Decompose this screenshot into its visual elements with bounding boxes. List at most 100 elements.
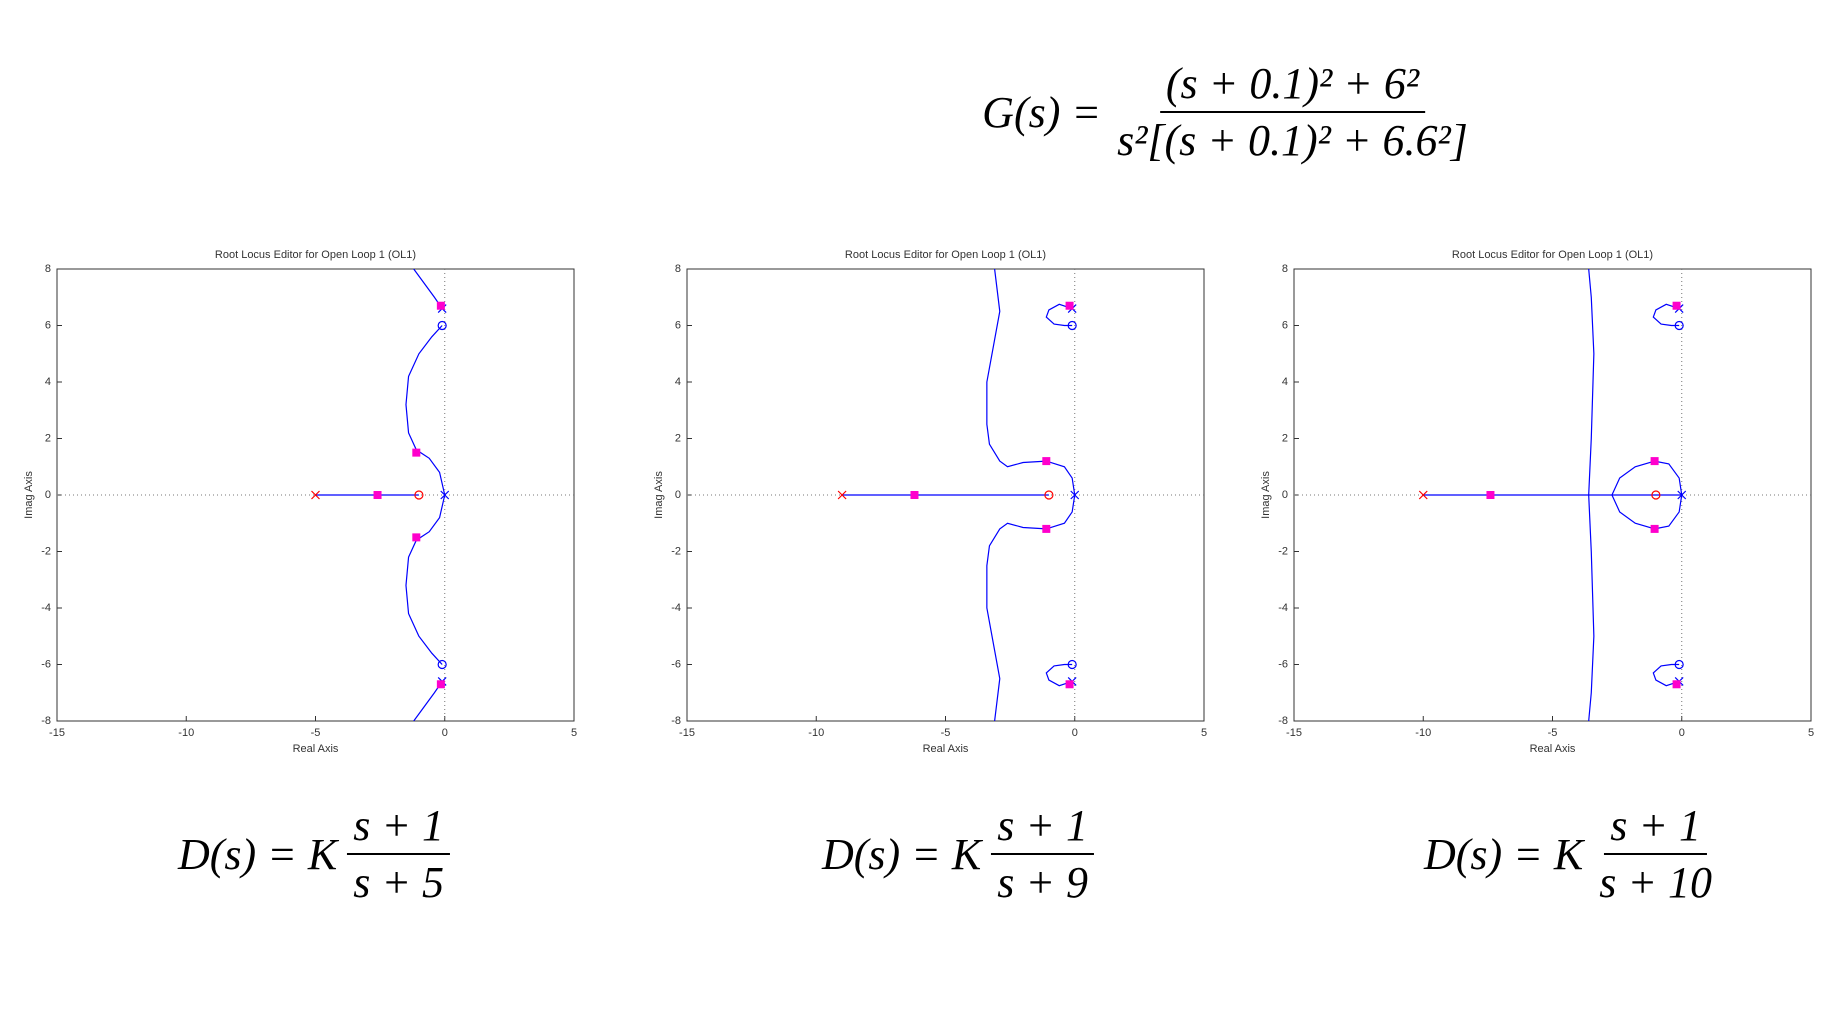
y-tick-label: 0 xyxy=(675,489,681,501)
fraction: s + 1 s + 10 xyxy=(1593,800,1718,908)
compensator-equation: D(s) = K s + 1 s + 10 xyxy=(1424,800,1718,908)
x-tick-label: -15 xyxy=(679,727,695,739)
equation-lhs: G(s) = xyxy=(982,87,1102,137)
closed-loop-pole xyxy=(1065,301,1074,310)
fraction: (s + 0.1)² + 6² s²[(s + 0.1)² + 6.6²] xyxy=(1111,58,1474,166)
x-tick-label: 0 xyxy=(1679,727,1685,739)
closed-loop-pole xyxy=(412,448,421,457)
y-tick-label: -6 xyxy=(671,658,681,670)
x-tick-label: 5 xyxy=(1808,727,1814,739)
root-locus-plot: Root Locus Editor for Open Loop 1 (OL1) R… xyxy=(653,249,1207,755)
zero-marker xyxy=(1067,320,1077,331)
y-tick-label: -4 xyxy=(1278,602,1288,614)
x-tick-label: -5 xyxy=(941,727,951,739)
plot-area xyxy=(1294,269,1811,721)
y-tick-label: 4 xyxy=(1282,376,1288,388)
closed-loop-pole xyxy=(1042,524,1051,533)
locus-branch xyxy=(1611,494,1683,530)
y-tick-label: -8 xyxy=(1278,715,1288,727)
zero-marker xyxy=(414,490,424,500)
y-tick-label: 2 xyxy=(1282,432,1288,444)
y-tick-label: 6 xyxy=(1282,319,1288,331)
x-tick-label: -15 xyxy=(1286,727,1302,739)
numerator: (s + 0.1)² + 6² xyxy=(1159,58,1426,113)
denominator: s + 5 xyxy=(353,858,445,907)
zero-marker xyxy=(1651,490,1661,500)
y-axis-label: Imag Axis xyxy=(23,471,35,519)
y-tick-label: 8 xyxy=(675,263,681,275)
closed-loop-pole xyxy=(412,533,421,542)
x-tick-label: -5 xyxy=(311,727,321,739)
locus-branch xyxy=(1588,494,1595,721)
x-tick-label: -5 xyxy=(1548,727,1558,739)
numerator: s + 1 xyxy=(1604,800,1708,855)
closed-loop-pole xyxy=(373,491,382,499)
zero-marker xyxy=(1674,320,1684,331)
locus-branch xyxy=(1611,460,1683,496)
y-tick-label: -2 xyxy=(1278,545,1288,557)
denominator: s + 10 xyxy=(1599,858,1713,907)
locus-branch xyxy=(986,494,1076,721)
x-tick-label: -10 xyxy=(178,727,194,739)
denominator: s²[(s + 0.1)² + 6.6²] xyxy=(1117,116,1468,165)
y-tick-label: 8 xyxy=(45,263,51,275)
charts: Root Locus Editor for Open Loop 1 (OL1) R… xyxy=(23,249,1814,755)
closed-loop-pole xyxy=(1672,301,1681,310)
y-tick-label: 0 xyxy=(1282,489,1288,501)
compensator-equation: D(s) = K s + 1 s + 9 xyxy=(821,800,1095,908)
y-tick-label: -4 xyxy=(671,602,681,614)
x-axis-label: Real Axis xyxy=(1530,743,1576,755)
locus-branch xyxy=(1652,663,1680,687)
locus-branch xyxy=(405,325,446,496)
denominator: s + 9 xyxy=(997,858,1089,907)
x-axis-label: Real Axis xyxy=(293,743,339,755)
x-tick-label: -15 xyxy=(49,727,65,739)
fraction: s + 1 s + 9 xyxy=(991,800,1095,908)
chart-title: Root Locus Editor for Open Loop 1 (OL1) xyxy=(1452,249,1653,261)
y-tick-label: 0 xyxy=(45,489,51,501)
closed-loop-pole xyxy=(1065,680,1074,689)
chart-title: Root Locus Editor for Open Loop 1 (OL1) xyxy=(215,249,416,261)
numerator: s + 1 xyxy=(347,800,451,855)
x-axis-label: Real Axis xyxy=(923,743,969,755)
x-tick-label: 0 xyxy=(1072,727,1078,739)
closed-loop-pole xyxy=(1650,524,1659,533)
pole-marker xyxy=(837,490,847,500)
closed-loop-pole xyxy=(1042,457,1051,466)
pole-marker xyxy=(1070,490,1080,500)
compensator-equation: D(s) = K s + 1 s + 5 xyxy=(178,800,451,908)
closed-loop-pole xyxy=(1486,491,1495,499)
x-tick-label: -10 xyxy=(808,727,824,739)
plant-equation: G(s) = (s + 0.1)² + 6² s²[(s + 0.1)² + 6… xyxy=(982,58,1474,166)
zero-marker xyxy=(1067,659,1077,670)
root-locus-plot: Root Locus Editor for Open Loop 1 (OL1) R… xyxy=(1260,249,1814,755)
plot-area xyxy=(687,269,1204,721)
root-locus-plot: Root Locus Editor for Open Loop 1 (OL1) R… xyxy=(23,249,577,755)
y-tick-label: 4 xyxy=(45,376,51,388)
y-tick-label: 8 xyxy=(1282,263,1288,275)
locus-branch xyxy=(1045,663,1073,687)
equation-lhs: D(s) = K xyxy=(1423,829,1584,879)
y-tick-label: 2 xyxy=(675,432,681,444)
pole-marker xyxy=(440,490,450,500)
x-tick-label: 5 xyxy=(571,727,577,739)
y-tick-label: -8 xyxy=(41,715,51,727)
pole-marker xyxy=(311,490,320,500)
y-tick-label: 2 xyxy=(45,432,51,444)
y-tick-label: -2 xyxy=(41,545,51,557)
x-tick-label: 0 xyxy=(442,727,448,739)
closed-loop-pole xyxy=(1672,680,1681,689)
closed-loop-pole xyxy=(910,491,919,499)
zero-marker xyxy=(437,320,447,331)
pole-marker xyxy=(1418,490,1428,500)
closed-loop-pole xyxy=(1650,457,1659,466)
zero-marker xyxy=(1044,490,1054,500)
equation-lhs: D(s) = K xyxy=(821,829,982,879)
plot-area xyxy=(57,269,574,721)
x-tick-label: -10 xyxy=(1415,727,1431,739)
y-tick-label: -6 xyxy=(1278,658,1288,670)
y-tick-label: -8 xyxy=(671,715,681,727)
closed-loop-pole xyxy=(436,680,445,689)
numerator: s + 1 xyxy=(991,800,1095,855)
